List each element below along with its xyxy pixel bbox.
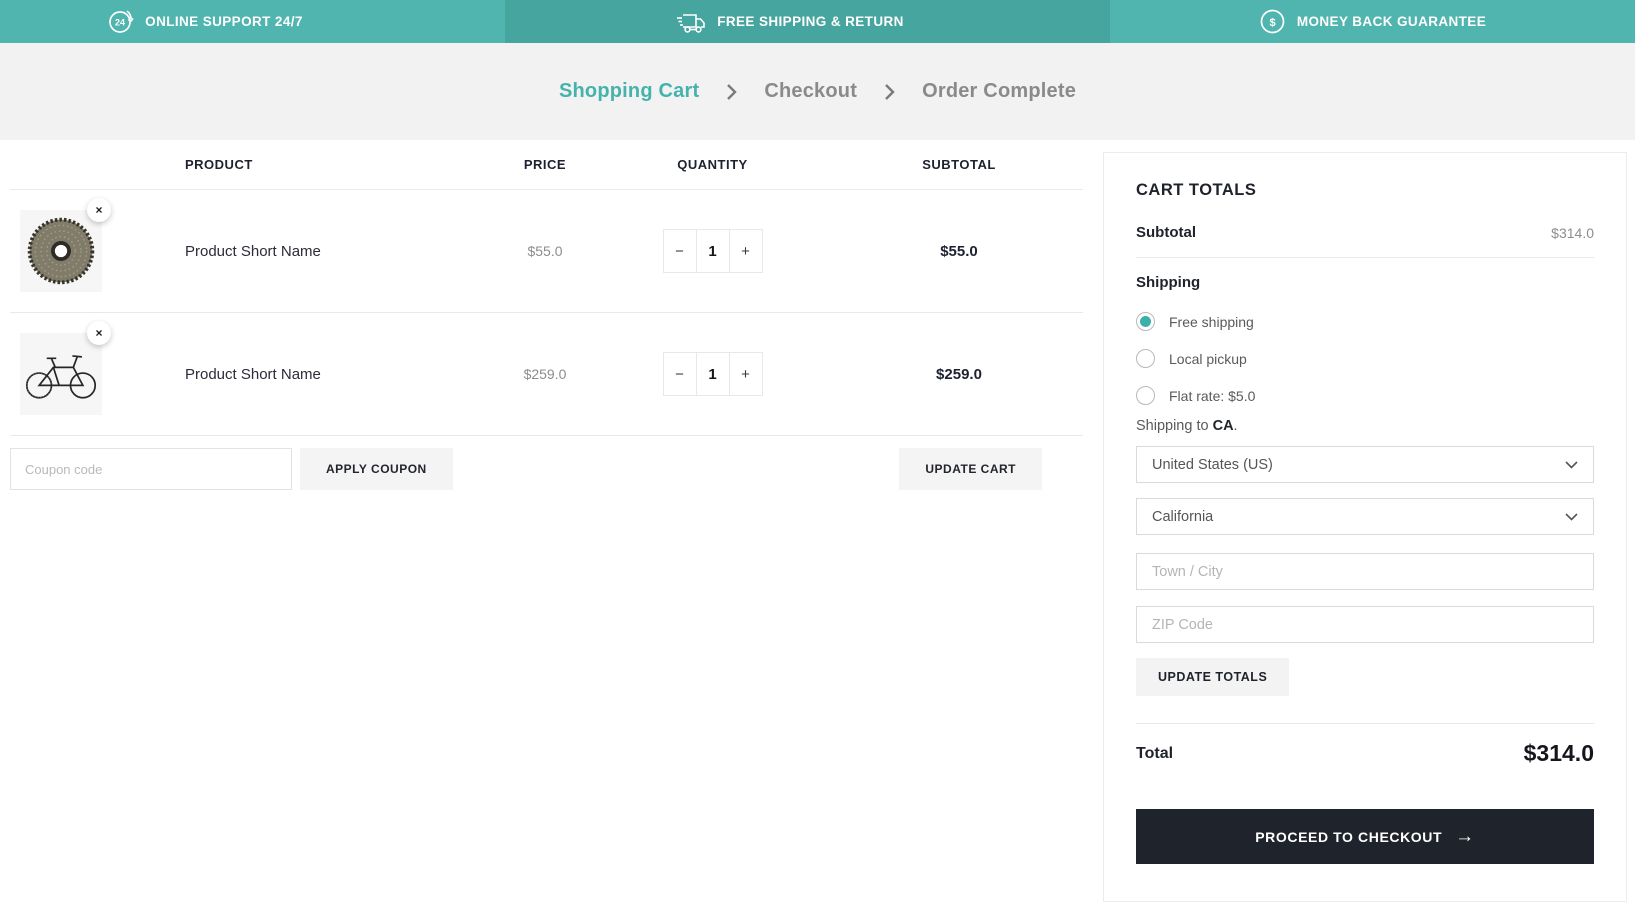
product-subtotal: $259.0 [936,365,982,383]
breadcrumb: Shopping Cart Checkout Order Complete [0,43,1635,140]
shipping-destination-text: Shipping to CA. [1136,418,1594,434]
topbar-label-support: ONLINE SUPPORT 24/7 [145,14,303,29]
country-select-value: United States (US) [1152,456,1273,473]
topbar-online-support: 24 ONLINE SUPPORT 24/7 [0,0,505,43]
breadcrumb-shopping-cart[interactable]: Shopping Cart [558,80,700,102]
shipping-to-prefix: Shipping to [1136,418,1213,434]
main-content: PRODUCT PRICE QUANTITY SUBTOTAL [0,140,1635,907]
chevron-down-icon [1565,509,1578,525]
apply-coupon-button[interactable]: APPLY COUPON [300,448,453,490]
breadcrumb-checkout[interactable]: Checkout [764,80,858,102]
shipping-to-suffix: . [1233,418,1238,434]
town-city-field-wrap [1136,553,1594,590]
quantity-decrease-button[interactable]: − [662,229,697,273]
quantity-cell: − 1 + [590,352,835,396]
shipping-option-flat-rate[interactable]: Flat rate: $5.0 [1136,377,1594,414]
quantity-value[interactable]: 1 [695,229,730,273]
zip-field-wrap [1136,606,1594,643]
svg-text:24: 24 [115,18,125,28]
update-totals-button[interactable]: UPDATE TOTALS [1136,658,1290,696]
quantity-stepper: − 1 + [662,229,763,273]
country-select[interactable]: United States (US) [1136,446,1594,483]
breadcrumb-order-complete[interactable]: Order Complete [922,80,1077,102]
topbar-label-shipping: FREE SHIPPING & RETURN [717,14,904,29]
header-price: PRICE [523,157,567,172]
cart-totals-title: CART TOTALS [1136,181,1257,199]
product-image-cell: × [10,198,180,292]
product-image-bicycle: × [20,321,111,415]
shipping-section-label: Shipping [1136,274,1201,291]
cart-row-cassette: × Product Short Name $55.0 − 1 + $55.0 [10,190,1083,313]
header-subtotal: SUBTOTAL [922,157,996,172]
proceed-to-checkout-button[interactable]: PROCEED TO CHECKOUT → [1136,809,1594,864]
radio-selected-icon[interactable] [1136,312,1155,331]
shipping-option-label: Free shipping [1169,313,1254,330]
product-name[interactable]: Product Short Name [185,365,321,383]
top-info-bar: 24 ONLINE SUPPORT 24/7 FREE SHIPPING & R… [0,0,1635,43]
topbar-money-back: $ MONEY BACK GUARANTEE [1110,0,1635,43]
product-image-cell: × [10,321,180,415]
checkout-button-label: PROCEED TO CHECKOUT [1255,828,1443,845]
radio-unselected-icon[interactable] [1136,386,1155,405]
update-cart-button[interactable]: UPDATE CART [899,448,1042,490]
coupon-code-input[interactable] [10,448,292,490]
support-24-7-icon: 24 [107,8,134,35]
topbar-free-shipping: FREE SHIPPING & RETURN [505,0,1110,43]
shipping-option-local-pickup[interactable]: Local pickup [1136,340,1594,377]
shipping-options: Free shipping Local pickup Flat rate: $5… [1136,303,1594,414]
shipping-option-free-shipping[interactable]: Free shipping [1136,303,1594,340]
svg-text:$: $ [1269,17,1275,29]
money-back-icon: $ [1259,8,1286,35]
total-value: $314.0 [1523,740,1594,766]
coupon-row: APPLY COUPON UPDATE CART [10,448,1083,490]
chevron-down-icon [1565,457,1578,473]
radio-unselected-icon[interactable] [1136,349,1155,368]
total-row: Total $314.0 [1136,740,1594,767]
cart-totals-panel: CART TOTALS Subtotal $314.0 Shipping Fre… [1103,152,1627,902]
shipping-truck-icon [676,10,706,34]
quantity-increase-button[interactable]: + [728,229,763,273]
totals-divider [1136,723,1594,724]
cart-row-bicycle: × Product Short Name $259.0 − 1 + $259.0 [10,313,1083,436]
zip-code-input[interactable] [1136,606,1594,643]
product-price: $55.0 [527,243,563,259]
shipping-to-region: CA [1212,418,1234,434]
quantity-increase-button[interactable]: + [728,352,763,396]
arrow-right-icon: → [1455,826,1475,847]
remove-item-button[interactable]: × [87,321,111,345]
header-quantity: QUANTITY [677,157,748,172]
product-price: $259.0 [523,366,567,382]
chevron-right-icon [726,83,738,101]
topbar-label-moneyback: MONEY BACK GUARANTEE [1296,14,1487,29]
shipping-option-label: Local pickup [1169,350,1247,367]
subtotal-label: Subtotal [1136,224,1196,241]
state-select[interactable]: California [1136,498,1594,535]
subtotal-value: $314.0 [1551,224,1594,241]
quantity-stepper: − 1 + [662,352,763,396]
town-city-input[interactable] [1136,553,1594,590]
cart-table: PRODUCT PRICE QUANTITY SUBTOTAL [10,140,1083,490]
cart-table-header: PRODUCT PRICE QUANTITY SUBTOTAL [10,140,1083,190]
header-product: PRODUCT [185,157,253,172]
subtotal-row: Subtotal $314.0 [1136,224,1594,258]
quantity-value[interactable]: 1 [695,352,730,396]
total-label: Total [1136,744,1174,762]
product-name[interactable]: Product Short Name [185,242,321,260]
product-image-cassette: × [20,198,111,292]
remove-item-button[interactable]: × [87,198,111,222]
shipping-option-label: Flat rate: $5.0 [1169,387,1256,404]
state-select-value: California [1152,508,1214,525]
chevron-right-icon [884,83,895,101]
quantity-decrease-button[interactable]: − [662,352,697,396]
product-subtotal: $55.0 [940,242,978,260]
quantity-cell: − 1 + [590,229,835,273]
